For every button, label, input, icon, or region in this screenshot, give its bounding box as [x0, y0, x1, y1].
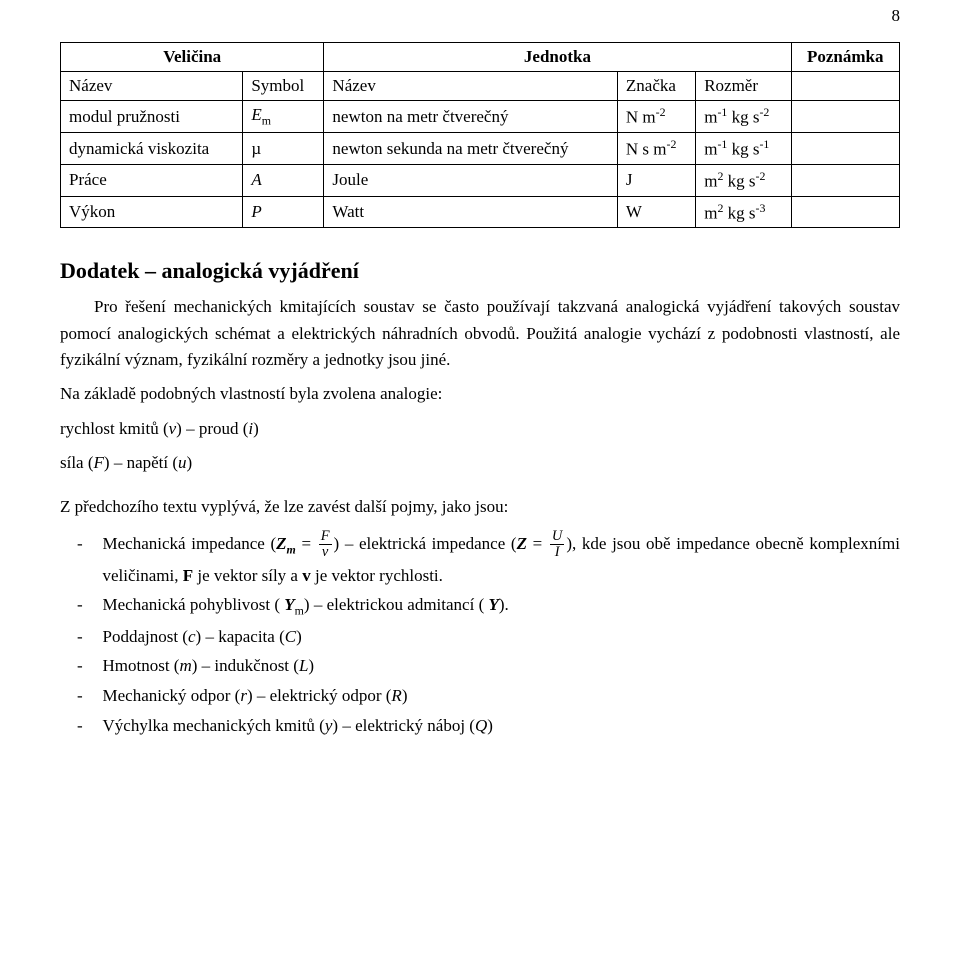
cell-znacka: J	[617, 165, 695, 197]
col-znacka: Značka	[617, 72, 695, 101]
list-item: Mechanická pohyblivost ( Ym) – elektrick…	[103, 590, 901, 621]
paragraph-3: Z předchozího textu vyplývá, že lze zavé…	[60, 494, 900, 520]
section-title: Dodatek – analogická vyjádření	[60, 258, 900, 284]
cell-nazev: Výkon	[61, 196, 243, 228]
cell-rozmer: m2 kg s-2	[696, 165, 791, 197]
cell-symbol: µ	[243, 133, 324, 165]
cell-znacka: N m-2	[617, 101, 695, 133]
col-poznamka-empty	[791, 72, 900, 101]
bullet-list: Mechanická impedance (Zm = Fv) – elektri…	[60, 529, 900, 741]
list-item: Hmotnost (m) – indukčnost (L)	[103, 651, 901, 681]
table-row: Práce A Joule J m2 kg s-2	[61, 165, 900, 197]
cell-poznamka	[791, 165, 900, 197]
col-poznamka: Poznámka	[791, 43, 900, 72]
cell-symbol: P	[243, 196, 324, 228]
quantities-table: Veličina Jednotka Poznámka Název Symbol …	[60, 42, 900, 228]
cell-jnazev: Watt	[324, 196, 617, 228]
cell-symbol: Em	[243, 101, 324, 133]
table-header-row-1: Veličina Jednotka Poznámka	[61, 43, 900, 72]
col-jednotka: Jednotka	[324, 43, 791, 72]
page: 8 Veličina Jednotka Poznámka Název Symbo…	[0, 0, 960, 960]
cell-jnazev: Joule	[324, 165, 617, 197]
cell-poznamka	[791, 133, 900, 165]
col-nazev2: Název	[324, 72, 617, 101]
table-row: Výkon P Watt W m2 kg s-3	[61, 196, 900, 228]
list-item: Mechanický odpor (r) – elektrický odpor …	[103, 681, 901, 711]
cell-symbol: A	[243, 165, 324, 197]
col-symbol: Symbol	[243, 72, 324, 101]
cell-jnazev: newton na metr čtverečný	[324, 101, 617, 133]
table-row: modul pružnosti Em newton na metr čtvere…	[61, 101, 900, 133]
cell-znacka: W	[617, 196, 695, 228]
cell-jnazev: newton sekunda na metr čtverečný	[324, 133, 617, 165]
page-number: 8	[892, 6, 901, 26]
cell-nazev: Práce	[61, 165, 243, 197]
list-item: Poddajnost (c) – kapacita (C)	[103, 622, 901, 652]
list-item: Výchylka mechanických kmitů (y) – elektr…	[103, 711, 901, 741]
cell-rozmer: m-1 kg s-1	[696, 133, 791, 165]
cell-nazev: dynamická viskozita	[61, 133, 243, 165]
paragraph-2: Na základě podobných vlastností byla zvo…	[60, 381, 900, 407]
cell-poznamka	[791, 196, 900, 228]
cell-nazev: modul pružnosti	[61, 101, 243, 133]
cell-znacka: N s m-2	[617, 133, 695, 165]
cell-rozmer: m-1 kg s-2	[696, 101, 791, 133]
cell-rozmer: m2 kg s-3	[696, 196, 791, 228]
list-item: Mechanická impedance (Zm = Fv) – elektri…	[103, 529, 901, 591]
table-header-row-2: Název Symbol Název Značka Rozměr	[61, 72, 900, 101]
paragraph-1: Pro řešení mechanických kmitajících sous…	[60, 294, 900, 373]
analogy-line-f: síla (F) – napětí (u)	[60, 450, 900, 476]
col-nazev: Název	[61, 72, 243, 101]
cell-poznamka	[791, 101, 900, 133]
col-velicina: Veličina	[61, 43, 324, 72]
analogy-line-v: rychlost kmitů (v) – proud (i)	[60, 416, 900, 442]
table-row: dynamická viskozita µ newton sekunda na …	[61, 133, 900, 165]
col-rozmer: Rozměr	[696, 72, 791, 101]
